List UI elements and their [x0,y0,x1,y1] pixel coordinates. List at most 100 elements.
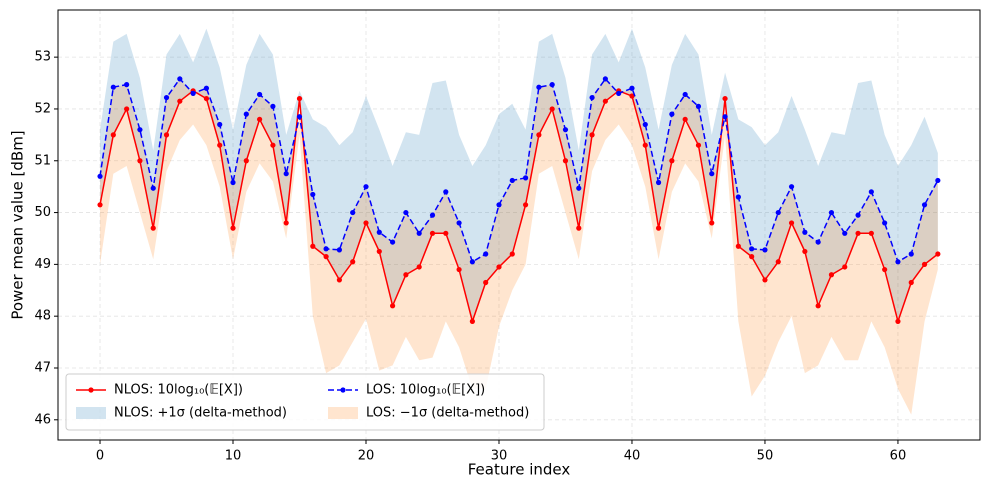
x-tick-label: 50 [757,449,774,464]
point [443,230,449,236]
point [243,111,249,117]
point [828,272,835,278]
point [336,277,343,283]
point [376,248,382,255]
point [642,121,648,128]
point [509,177,515,184]
point [788,220,795,226]
point [469,318,475,324]
point [616,90,622,97]
point [695,142,702,148]
point [97,202,103,208]
point [110,132,116,138]
point [296,114,303,120]
point [124,106,130,112]
point [137,158,143,164]
point [842,230,848,236]
point [908,279,914,286]
x-axis-label: Feature index [468,461,571,479]
point [842,264,848,270]
point [389,239,396,245]
point [150,185,156,191]
point [655,179,662,186]
point [350,259,356,265]
point [749,246,755,252]
point [775,259,781,265]
point [895,259,901,265]
point [788,184,795,190]
point [217,121,223,128]
point [815,239,821,245]
point [429,230,436,236]
point [802,248,808,255]
point [882,266,888,273]
point [695,103,702,109]
point [376,229,382,235]
y-tick-label: 46 [34,412,51,427]
point [163,132,170,138]
point [257,116,263,122]
point [749,254,755,260]
plot-area [58,10,980,440]
point [669,111,675,117]
point [483,279,489,286]
point [283,171,289,177]
point [217,142,223,148]
point [522,202,529,208]
point [549,82,555,88]
point [802,229,808,235]
legend-label: NLOS: +1σ (delta-method) [114,406,287,421]
point [935,177,941,184]
point [416,230,422,236]
point [536,132,542,138]
point [389,303,396,309]
point [642,142,648,148]
band [100,28,938,322]
point [855,212,861,218]
point [137,127,143,133]
point [709,171,715,177]
legend-swatch [328,407,358,419]
point [403,272,409,278]
point [190,90,196,97]
x-tick-label: 40 [624,449,641,464]
point [483,251,489,257]
point [735,243,741,249]
y-tick-label: 52 [34,101,51,116]
point [762,277,768,283]
point [895,318,901,324]
point [576,185,582,191]
point [203,95,210,102]
point [416,264,422,270]
point [921,261,928,267]
point [456,220,462,226]
point [828,209,835,216]
point [629,93,635,99]
point [589,94,595,101]
x-tick-label: 10 [225,449,242,464]
point [403,209,409,216]
point [363,184,369,190]
point [935,251,941,257]
point [908,251,914,257]
point [429,212,436,218]
point [110,84,116,90]
x-tick-label: 0 [96,449,104,464]
y-tick-label: 47 [34,360,51,375]
point [855,230,861,236]
point [270,142,276,148]
point [882,220,888,226]
point [177,98,183,104]
point [762,247,768,253]
plot-frame [57,9,981,441]
point [323,246,329,252]
legend-label: NLOS: 10log₁₀(𝔼[X]) [114,383,243,398]
legend-swatch [76,407,106,419]
y-tick-label: 49 [34,257,51,272]
point [270,103,276,109]
point [682,116,688,122]
legend-box [65,373,545,431]
point [203,85,210,91]
point [177,76,183,82]
